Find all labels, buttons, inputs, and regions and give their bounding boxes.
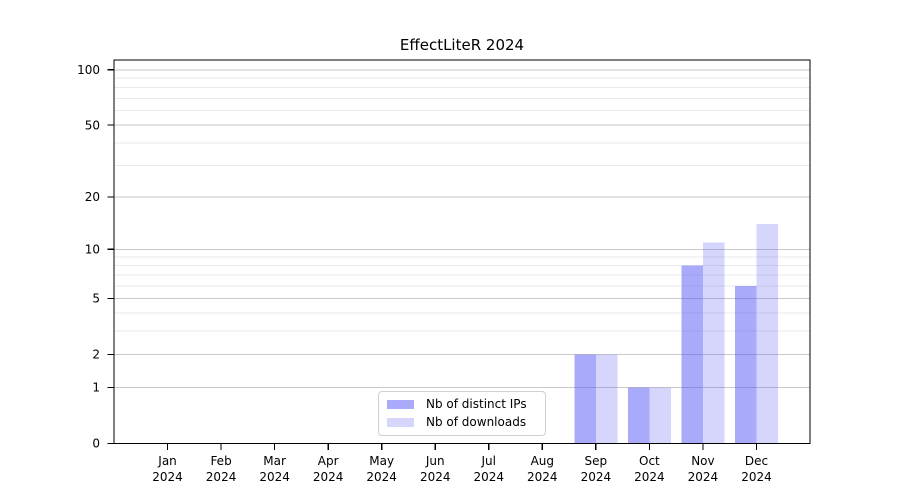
x-tick-label-month: Sep — [585, 454, 608, 468]
x-tick-label-month: Jan — [157, 454, 177, 468]
x-tick-label-month: Nov — [691, 454, 714, 468]
legend-label: Nb of downloads — [426, 415, 527, 429]
x-tick-label-year: 2024 — [741, 470, 772, 484]
legend-item-distinct-ips: Nb of distinct IPs — [387, 397, 537, 411]
y-tick-label: 1 — [92, 381, 100, 395]
legend-label: Nb of distinct IPs — [426, 397, 527, 411]
y-tick-label: 50 — [85, 118, 100, 132]
x-tick-label-year: 2024 — [473, 470, 504, 484]
bar-downloads — [649, 387, 671, 444]
y-tick-label: 20 — [85, 190, 100, 204]
x-tick-label-year: 2024 — [313, 470, 344, 484]
bar-distinct-ips — [574, 354, 596, 444]
bar-downloads — [756, 224, 778, 444]
legend-swatch-downloads — [387, 417, 414, 427]
x-tick-label-year: 2024 — [581, 470, 612, 484]
x-tick-label-year: 2024 — [688, 470, 719, 484]
x-tick-label-month: Feb — [210, 454, 231, 468]
y-tick-label: 10 — [85, 243, 100, 257]
y-tick-label: 100 — [77, 63, 100, 77]
x-tick-label-month: Dec — [745, 454, 768, 468]
x-tick-label-year: 2024 — [206, 470, 237, 484]
bar-distinct-ips — [735, 285, 757, 444]
legend-swatch-distinct-ips — [387, 399, 414, 409]
y-tick-label: 5 — [92, 292, 100, 306]
x-tick-label-month: Apr — [318, 454, 339, 468]
x-tick-label-month: Jul — [481, 454, 496, 468]
bar-downloads — [595, 354, 618, 444]
bar-distinct-ips — [681, 265, 703, 444]
bar-downloads — [702, 242, 725, 444]
x-tick-label-year: 2024 — [366, 470, 397, 484]
x-tick-label-year: 2024 — [527, 470, 558, 484]
x-tick-label-year: 2024 — [259, 470, 290, 484]
plot-border — [113, 59, 811, 445]
x-tick-label-month: Mar — [263, 454, 286, 468]
x-tick-label-month: Oct — [639, 454, 660, 468]
x-tick-label-year: 2024 — [152, 470, 183, 484]
legend: Nb of distinct IPs Nb of downloads — [378, 391, 546, 436]
legend-item-downloads: Nb of downloads — [387, 415, 537, 429]
bar-distinct-ips — [627, 387, 650, 444]
x-tick-label-month: Jun — [425, 454, 445, 468]
y-tick-label: 2 — [92, 348, 100, 362]
y-tick-label: 0 — [92, 437, 100, 451]
x-tick-label-year: 2024 — [634, 470, 665, 484]
x-tick-label-year: 2024 — [420, 470, 451, 484]
x-tick-label-month: May — [369, 454, 394, 468]
chart-title: EffectLiteR 2024 — [399, 36, 525, 54]
x-tick-label-month: Aug — [531, 454, 554, 468]
